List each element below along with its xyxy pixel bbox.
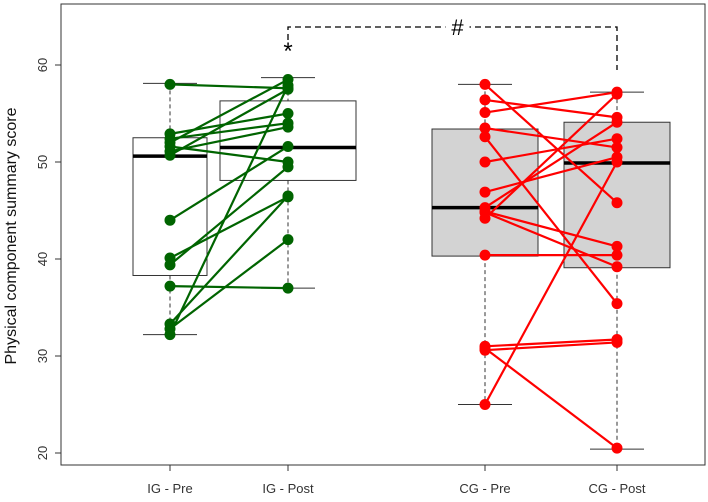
x-tick-label: IG - Post [262, 481, 314, 496]
data-point-post [611, 141, 623, 153]
paired-line [484, 126, 618, 149]
paired-line [169, 195, 289, 325]
paired-line [484, 211, 618, 268]
significance-star: * [283, 38, 292, 65]
data-point-pre [164, 329, 176, 341]
data-point-pre [479, 131, 491, 143]
paired-line [484, 83, 618, 204]
data-point-pre [479, 156, 491, 168]
y-tick-label: 20 [35, 446, 50, 460]
paired-line [169, 112, 289, 135]
y-tick-label: 50 [35, 155, 50, 169]
data-point-pre [164, 259, 176, 271]
data-point-post [282, 161, 294, 173]
data-point-post [611, 442, 623, 454]
data-point-post [282, 190, 294, 202]
paired-line [484, 136, 618, 305]
paired-line [169, 166, 289, 266]
data-point-pre [479, 206, 491, 218]
data-point-pre [164, 214, 176, 226]
paired-line [484, 347, 618, 450]
data-point-pre [164, 280, 176, 292]
paired-line [169, 145, 289, 222]
data-points [164, 74, 623, 454]
data-point-post [611, 116, 623, 128]
significance-hash: # [451, 15, 464, 40]
y-tick-label: 30 [35, 349, 50, 363]
paired-line [484, 341, 618, 352]
annotations: *# [283, 14, 618, 70]
x-tick-label: CG - Post [588, 481, 645, 496]
data-point-post [611, 197, 623, 209]
paired-line [169, 84, 289, 336]
data-point-post [611, 261, 623, 273]
data-point-post [282, 79, 294, 91]
data-point-post [611, 88, 623, 100]
paired-line [169, 78, 289, 144]
data-point-post [282, 282, 294, 294]
data-point-post [611, 133, 623, 145]
x-tick-label: IG - Pre [147, 481, 193, 496]
paired-line [484, 156, 618, 194]
paired-line [484, 338, 618, 348]
data-point-pre [164, 78, 176, 90]
paired-line [169, 83, 289, 90]
y-tick-label: 60 [35, 58, 50, 72]
data-point-post [282, 234, 294, 246]
paired-line [169, 285, 289, 290]
paired-line [169, 126, 289, 153]
comparison-bracket [287, 26, 618, 70]
paired-line [484, 93, 618, 220]
data-point-post [611, 240, 623, 252]
data-point-pre [479, 186, 491, 198]
data-point-pre [479, 249, 491, 261]
y-axis-title: Physical component summary score [3, 107, 20, 364]
data-point-post [282, 108, 294, 119]
paired-line [484, 137, 618, 164]
paired-line [484, 91, 618, 114]
data-point-pre [479, 342, 491, 354]
data-point-pre [479, 107, 491, 119]
data-point-pre [479, 78, 491, 90]
data-point-pre [479, 94, 491, 106]
paired-line [169, 238, 289, 330]
data-point-post [611, 249, 623, 261]
paired-line [484, 210, 618, 248]
x-axis: IG - Pre IG - Post CG - Pre CG - Post [147, 465, 646, 496]
data-point-pre [164, 149, 176, 161]
data-point-post [611, 336, 623, 348]
data-point-post [611, 298, 623, 310]
y-axis: 20 30 40 50 60 [35, 58, 62, 460]
data-point-post [282, 121, 294, 133]
paired-line [169, 88, 289, 157]
data-point-pre [479, 399, 491, 410]
paired-lines [169, 78, 618, 450]
data-point-post [282, 140, 294, 152]
y-tick-label: 40 [35, 252, 50, 266]
data-point-pre [479, 122, 491, 134]
x-tick-label: CG - Pre [459, 481, 510, 496]
data-point-post [611, 156, 623, 168]
paired-line [484, 121, 618, 209]
hash-background [445, 14, 470, 38]
